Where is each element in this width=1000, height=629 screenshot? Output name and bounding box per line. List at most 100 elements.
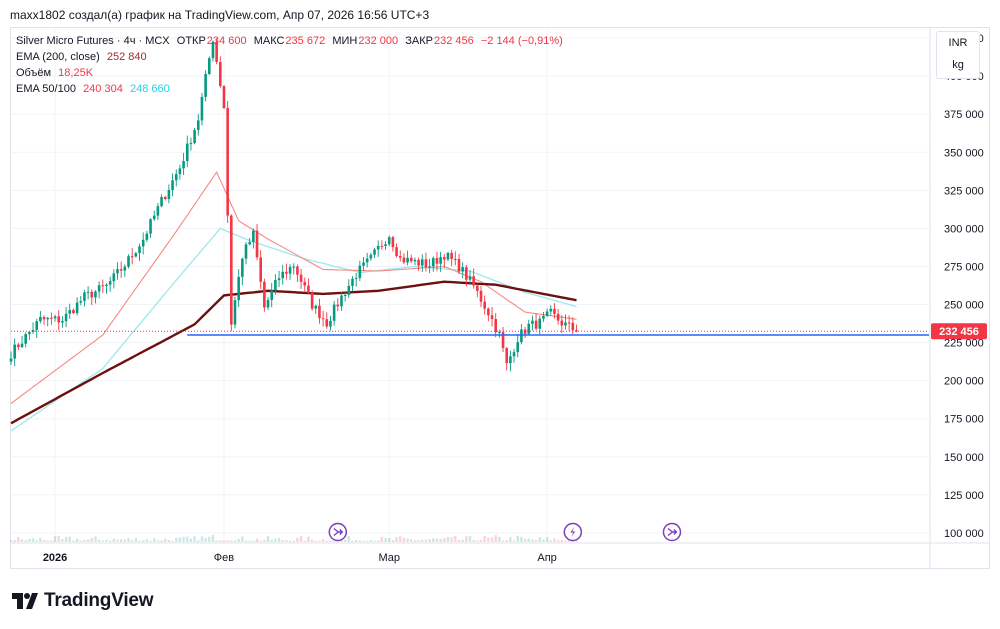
volume-bar <box>241 536 244 542</box>
volume-bar <box>490 537 494 542</box>
candle-body <box>64 313 68 322</box>
legend-change: −2 144 (−0,91%) <box>480 35 563 47</box>
volume-bar <box>119 539 123 542</box>
candle-body <box>127 256 130 267</box>
volume-bar <box>329 540 332 542</box>
volume-bar <box>325 540 328 542</box>
candle-body <box>321 318 325 320</box>
volume-bar <box>233 540 237 542</box>
candle-body <box>465 267 468 280</box>
currency-unit-selector[interactable]: INR kg <box>936 31 980 79</box>
volume-bar <box>421 539 424 542</box>
volume-bar <box>105 539 108 542</box>
candle-body <box>31 329 35 332</box>
volume-bar <box>406 538 409 542</box>
volume-bar <box>435 538 439 542</box>
volume-bar <box>138 540 141 542</box>
legend-symbol[interactable]: Silver Micro Futures · 4ч · MCX <box>16 35 170 47</box>
chart-frame[interactable] <box>10 27 990 569</box>
candle-body <box>149 219 152 234</box>
candle-body <box>307 285 310 293</box>
candle-body <box>233 300 237 325</box>
candle-body <box>215 41 218 62</box>
candle-body <box>468 276 472 280</box>
candle-body <box>487 308 490 316</box>
legend-symbol-row: Silver Micro Futures · 4ч · MCX ОТКР234 … <box>16 33 564 49</box>
candle-body <box>101 285 105 287</box>
volume-bar <box>101 540 104 542</box>
volume-bar <box>86 539 90 542</box>
volume-bar <box>483 535 486 542</box>
volume-bar <box>108 540 112 542</box>
volume-bar <box>472 539 475 542</box>
volume-bar <box>343 539 347 542</box>
legend-ema200-value: 252 840 <box>106 51 147 63</box>
candle-body <box>35 321 39 330</box>
volume-bar <box>39 538 42 542</box>
legend-ema50-100-label: EMA 50/100 <box>16 83 76 95</box>
legend-high: 235 672 <box>285 35 326 47</box>
candle-body <box>439 257 442 264</box>
candle-body <box>90 291 94 298</box>
tradingview-logo-icon <box>12 593 38 609</box>
volume-bar <box>553 538 556 542</box>
volume-bar <box>259 540 262 542</box>
candle-body <box>46 317 50 320</box>
candle-body <box>402 257 406 263</box>
volume-bar <box>292 540 295 542</box>
unit-label: kg <box>952 59 964 71</box>
volume-bar <box>450 537 453 542</box>
candle-body <box>476 285 479 291</box>
candle-body <box>336 304 340 307</box>
candle-body <box>219 61 222 87</box>
candle-body <box>28 331 31 335</box>
volume-bar <box>377 540 380 542</box>
candle-body <box>329 320 332 327</box>
y-tick-label: 125 000 <box>944 490 984 502</box>
volume-bar <box>560 540 563 542</box>
candle-body <box>527 323 531 334</box>
legend-volume-row[interactable]: Объём 18,25K <box>16 65 564 81</box>
candle-body <box>79 301 83 303</box>
volume-bar <box>153 538 156 542</box>
candle-body <box>244 244 248 259</box>
candle-body <box>325 319 329 327</box>
candle-body <box>152 215 156 220</box>
legend-ema200-row[interactable]: EMA (200, close) 252 840 <box>16 49 564 65</box>
candle-body <box>9 358 13 362</box>
candle-body <box>351 278 354 286</box>
volume-bar <box>116 539 119 542</box>
candle-body <box>57 316 61 323</box>
candle-body <box>549 308 553 312</box>
candle-body <box>178 168 182 175</box>
volume-bar <box>17 536 20 542</box>
volume-bars <box>9 534 578 542</box>
tradingview-logo[interactable]: TradingView <box>12 590 154 612</box>
volume-bar <box>501 540 505 542</box>
volume-bar <box>263 539 266 542</box>
volume-bar <box>358 540 362 542</box>
candle-body <box>398 256 402 258</box>
volume-bar <box>204 537 207 542</box>
candle-body <box>413 259 417 262</box>
legend-ema100-value: 248 660 <box>129 83 170 95</box>
volume-bar <box>523 538 527 542</box>
volume-bar <box>365 540 369 542</box>
candle-body <box>189 143 193 145</box>
volume-bar <box>64 537 68 542</box>
candle-body <box>542 315 545 319</box>
candle-body <box>376 245 380 250</box>
candle-body <box>237 276 240 301</box>
candle-body <box>332 304 336 321</box>
gridlines <box>11 29 929 542</box>
candle-body <box>75 302 79 314</box>
candle-body <box>354 277 358 279</box>
volume-bar <box>208 536 211 542</box>
legend-ema50-100-row[interactable]: EMA 50/100 240 304 248 660 <box>16 81 564 97</box>
candle-body <box>248 242 251 245</box>
volume-bar <box>53 536 57 542</box>
candle-body <box>545 311 549 316</box>
volume-bar <box>24 540 27 542</box>
candle-body <box>435 258 439 264</box>
candle-body <box>72 310 75 314</box>
